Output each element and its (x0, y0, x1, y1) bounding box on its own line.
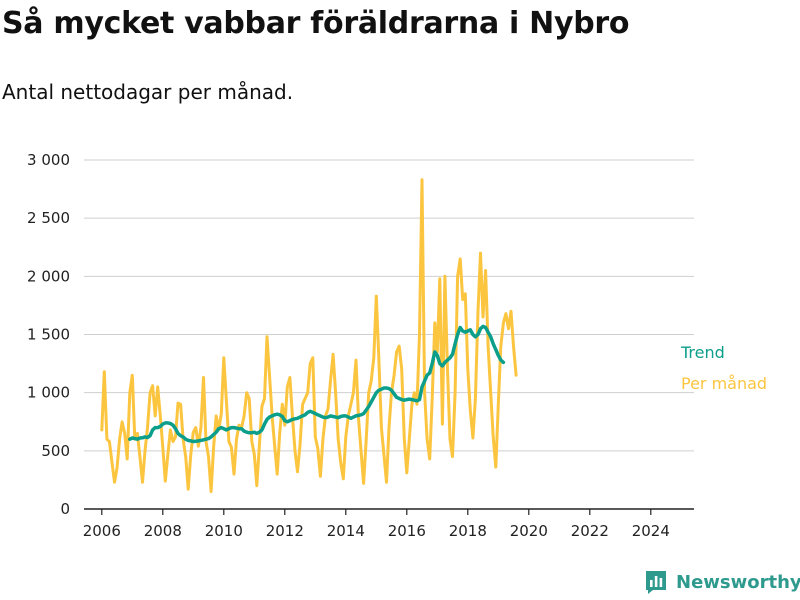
y-tick-label: 2 500 (27, 209, 70, 227)
x-tick-label: 2012 (266, 522, 304, 540)
y-tick-label: 1 500 (27, 326, 70, 344)
chart-subtitle: Antal nettodagar per månad. (2, 80, 294, 104)
x-tick-label: 2020 (510, 522, 548, 540)
x-axis: 2006 2008 2010 2012 2014 2016 2018 2020 2022 2024 (83, 508, 694, 540)
x-tick-label: 2008 (144, 522, 182, 540)
y-axis: 0 500 1 000 1 500 2 000 2 500 3 000 (27, 151, 70, 518)
x-tick-label: 2006 (83, 522, 121, 540)
series-line-per-m-nad (100, 178, 518, 494)
x-tick-label: 2018 (449, 522, 487, 540)
brand-name: Newsworthy (676, 571, 800, 593)
series-line-trend (128, 324, 506, 444)
x-tick-label: 2014 (327, 522, 365, 540)
chart-title: Så mycket vabbar föräldrarna i Nybro (2, 6, 630, 41)
x-tick-label: 2022 (571, 522, 609, 540)
y-tick-label: 3 000 (27, 151, 70, 169)
legend-label-trend: Trend (680, 343, 725, 362)
x-tick-label: 2016 (388, 522, 426, 540)
brand-logo[interactable]: Newsworthy (644, 569, 800, 595)
legend: Per månad Trend (680, 343, 767, 393)
newsworthy-logo-icon (646, 571, 666, 594)
y-tick-label: 1 000 (27, 384, 70, 402)
x-tick-label: 2024 (632, 522, 670, 540)
y-tick-label: 0 (60, 500, 70, 518)
y-tick-label: 500 (41, 442, 70, 460)
x-tick-label: 2010 (205, 522, 243, 540)
y-tick-label: 2 000 (27, 267, 70, 285)
legend-label-per-m-nad: Per månad (681, 374, 767, 393)
series-lines (100, 178, 518, 494)
